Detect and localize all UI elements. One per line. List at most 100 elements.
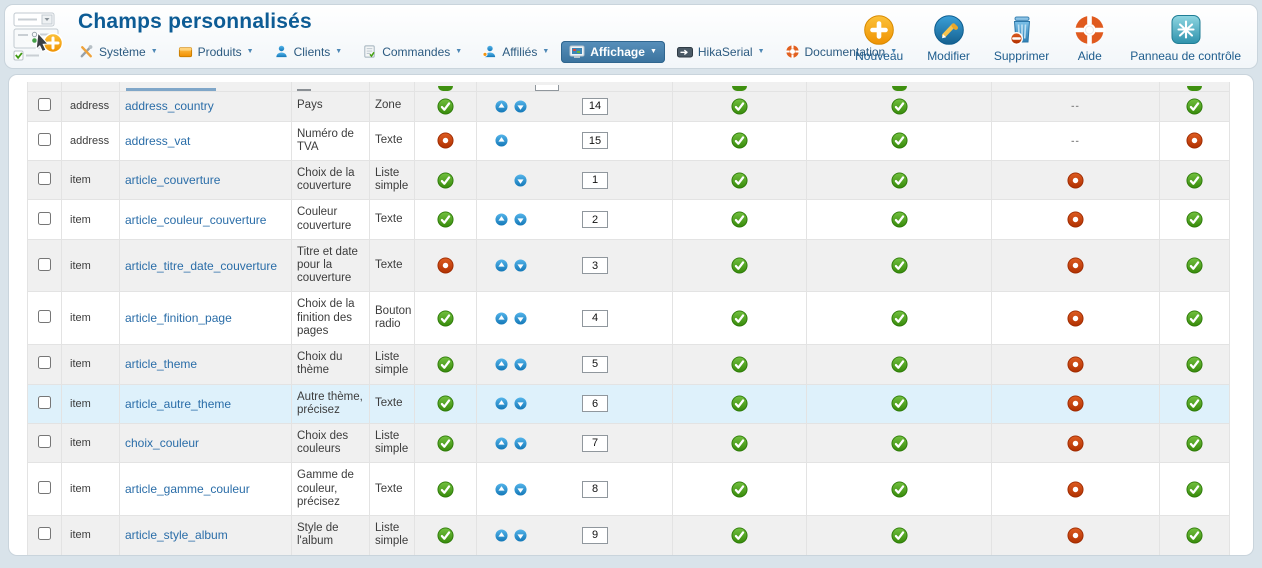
published-check-icon[interactable] (731, 310, 748, 327)
published-check-icon[interactable] (1186, 97, 1203, 115)
field-name-link[interactable]: article_theme (125, 357, 198, 372)
published-check-icon[interactable] (731, 97, 748, 115)
order-input[interactable] (582, 480, 608, 498)
published-check-icon[interactable] (437, 356, 454, 373)
unpublished-icon[interactable] (1067, 211, 1084, 228)
order-input[interactable] (582, 309, 608, 327)
menu-item-syst-me[interactable]: Système ▼ (71, 40, 166, 63)
move-up-icon[interactable] (494, 213, 509, 226)
unpublished-icon[interactable] (1067, 310, 1084, 327)
unpublished-icon[interactable] (1067, 257, 1084, 274)
field-name-link[interactable]: article_style_album (125, 528, 228, 543)
field-name-link[interactable]: article_finition_page (125, 311, 232, 326)
move-up-icon[interactable] (494, 312, 509, 325)
published-check-icon[interactable] (890, 481, 908, 498)
order-input[interactable] (582, 171, 608, 189)
menu-item-commandes[interactable]: Commandes ▼ (354, 40, 470, 63)
published-check-icon[interactable] (437, 435, 454, 452)
published-check-icon[interactable] (1186, 527, 1203, 544)
unpublished-icon[interactable] (1067, 356, 1084, 373)
order-input[interactable] (582, 257, 608, 275)
published-check-icon[interactable] (1186, 172, 1203, 189)
published-check-icon[interactable] (890, 527, 908, 544)
menu-item-affichage[interactable]: Affichage ▼ (561, 40, 665, 63)
move-up-icon[interactable] (494, 99, 509, 113)
row-checkbox[interactable] (38, 356, 51, 370)
move-up-icon[interactable] (494, 358, 509, 371)
field-name-link[interactable]: article_autre_theme (125, 396, 232, 411)
field-name-link[interactable]: article_couleur_couverture (125, 212, 267, 227)
field-name-link[interactable]: address_vat (125, 133, 191, 148)
row-checkbox[interactable] (38, 98, 51, 111)
menu-item-produits[interactable]: Produits ▼ (170, 40, 262, 63)
move-up-icon[interactable] (494, 483, 509, 496)
published-check-icon[interactable] (890, 211, 908, 228)
row-checkbox[interactable] (38, 132, 51, 146)
published-check-icon[interactable] (1186, 481, 1203, 498)
order-input[interactable] (582, 211, 608, 229)
menu-item-hikaserial[interactable]: HikaSerial ▼ (669, 41, 773, 63)
move-down-icon[interactable] (513, 529, 528, 542)
move-up-icon[interactable] (494, 134, 509, 147)
published-check-icon[interactable] (890, 356, 908, 373)
move-down-icon[interactable] (513, 358, 528, 371)
published-check-icon[interactable] (890, 257, 908, 274)
unpublished-icon[interactable] (1067, 435, 1084, 452)
row-checkbox[interactable] (38, 435, 51, 449)
row-checkbox[interactable] (38, 211, 51, 225)
move-down-icon[interactable] (513, 99, 528, 113)
menu-item-affili-s[interactable]: Affiliés ▼ (474, 40, 557, 63)
published-check-icon[interactable] (437, 527, 454, 544)
move-down-icon[interactable] (513, 174, 528, 187)
order-input[interactable] (582, 97, 608, 115)
unpublished-icon[interactable] (1067, 395, 1084, 412)
published-check-icon[interactable] (437, 310, 454, 327)
order-input[interactable] (582, 434, 608, 452)
row-checkbox[interactable] (38, 395, 51, 409)
published-check-icon[interactable] (890, 172, 908, 189)
move-down-icon[interactable] (513, 312, 528, 325)
move-down-icon[interactable] (513, 259, 528, 272)
published-check-icon[interactable] (890, 97, 908, 115)
published-check-icon[interactable] (731, 257, 748, 274)
published-check-icon[interactable] (890, 395, 908, 412)
move-up-icon[interactable] (494, 529, 509, 542)
row-checkbox[interactable] (38, 257, 51, 271)
published-check-icon[interactable] (437, 481, 454, 498)
published-check-icon[interactable] (890, 132, 908, 149)
move-up-icon[interactable] (494, 259, 509, 272)
order-input[interactable] (582, 526, 608, 544)
published-check-icon[interactable] (1186, 435, 1203, 452)
field-name-link[interactable]: article_titre_date_couverture (125, 258, 278, 273)
row-checkbox[interactable] (38, 310, 51, 324)
unpublished-icon[interactable] (1067, 481, 1084, 498)
published-check-icon[interactable] (1186, 310, 1203, 327)
published-check-icon[interactable] (1186, 356, 1203, 373)
published-check-icon[interactable] (731, 481, 748, 498)
published-check-icon[interactable] (437, 97, 454, 115)
unpublished-icon[interactable] (437, 132, 454, 149)
menu-item-clients[interactable]: Clients ▼ (266, 40, 351, 63)
toolbar-supprimer-button[interactable]: Supprimer (994, 14, 1049, 63)
move-down-icon[interactable] (513, 483, 528, 496)
unpublished-icon[interactable] (1186, 132, 1203, 149)
published-check-icon[interactable] (731, 211, 748, 228)
published-check-icon[interactable] (731, 395, 748, 412)
published-check-icon[interactable] (731, 132, 748, 149)
published-check-icon[interactable] (437, 395, 454, 412)
field-name-link[interactable]: article_gamme_couleur (125, 482, 250, 497)
order-input[interactable] (582, 132, 608, 150)
published-check-icon[interactable] (1186, 211, 1203, 228)
menu-item-documentation[interactable]: Documentation ▼ (777, 40, 906, 63)
toolbar-aide-button[interactable]: Aide (1073, 14, 1106, 63)
published-check-icon[interactable] (437, 172, 454, 189)
field-name-link[interactable]: article_couverture (125, 173, 221, 188)
published-check-icon[interactable] (890, 310, 908, 327)
move-down-icon[interactable] (513, 213, 528, 226)
toolbar-nouveau-button[interactable]: Nouveau (855, 14, 903, 63)
row-checkbox[interactable] (38, 527, 51, 541)
published-check-icon[interactable] (731, 527, 748, 544)
unpublished-icon[interactable] (1067, 172, 1084, 189)
field-name-link[interactable]: address_country (125, 99, 214, 113)
order-input[interactable] (582, 395, 608, 413)
